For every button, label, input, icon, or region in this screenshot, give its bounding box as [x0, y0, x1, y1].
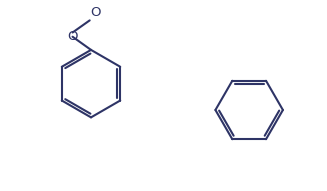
Text: O: O	[90, 6, 101, 19]
Text: O: O	[67, 30, 78, 43]
